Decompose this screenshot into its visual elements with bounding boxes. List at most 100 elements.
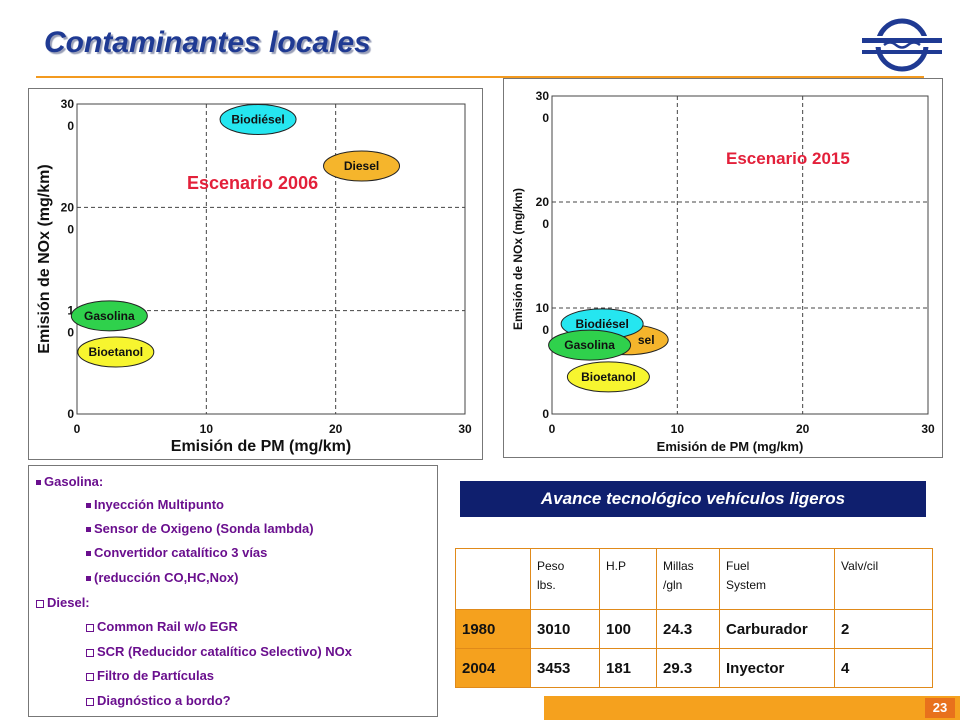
note-item: (reducción CO,HC,Nox) <box>86 570 238 585</box>
data-point-label: Diesel <box>344 159 379 173</box>
y-tick-label: 30 <box>61 97 75 111</box>
y-tick-label: 30 <box>536 89 550 103</box>
note-text: Filtro de Partículas <box>97 668 215 683</box>
section-banner: Avance tecnológico vehículos ligeros <box>460 481 926 517</box>
note-item: Gasolina: <box>36 474 103 489</box>
vehicle-spec-table: Peso lbs. H.P Millas/gln Fuel System Valv/… <box>455 548 933 688</box>
valves-cell: 4 <box>834 648 933 688</box>
page-title: Contaminantes locales <box>44 26 371 59</box>
y-tick-label: 20 <box>61 200 75 214</box>
data-point-gasolina <box>548 329 632 361</box>
company-logo-icon <box>862 18 942 72</box>
note-item: Sensor de Oxigeno (Sonda lambda) <box>86 521 314 536</box>
note-item: Diagnóstico a bordo? <box>86 693 231 708</box>
scatter-chart-2015: 0 10 20 30 0 10 0 20 0 30 0 Emisión de PM (mg/km) Em… <box>511 89 935 454</box>
square-bullet-icon <box>86 551 91 557</box>
note-item: Convertidor catalítico 3 vías <box>86 545 267 560</box>
y-axis-label: Emisión de NOx (mg/km) <box>511 188 525 330</box>
year-cell: 2004 <box>455 648 531 688</box>
y-tick-label: 0 <box>67 407 74 421</box>
checkbox-bullet-icon <box>86 672 94 681</box>
data-point-label: Bioetanol <box>88 345 143 359</box>
note-item: Filtro de Partículas <box>86 668 214 683</box>
mpg-cell: 24.3 <box>656 609 720 649</box>
x-tick-label: 0 <box>74 422 81 436</box>
note-text: (reducción CO,HC,Nox) <box>94 570 239 585</box>
checkbox-bullet-icon <box>86 648 94 657</box>
y-tick-label: 20 <box>536 195 550 209</box>
x-tick-label: 30 <box>458 422 472 436</box>
square-bullet-icon <box>86 576 91 582</box>
x-tick-label: 20 <box>796 422 810 436</box>
y-axis-label: Emisión de NOx (mg/km) <box>36 164 53 353</box>
checkbox-bullet-icon <box>36 599 44 608</box>
checkbox-bullet-icon <box>86 697 94 706</box>
x-tick-label: 20 <box>329 422 343 436</box>
note-text: Convertidor catalítico 3 vías <box>94 545 268 560</box>
scenario-title: Escenario 2006 <box>187 173 318 193</box>
weight-cell: 3453 <box>530 648 600 688</box>
plot-area <box>551 95 929 415</box>
y-tick-label: 0 <box>542 407 549 421</box>
x-tick-label: 10 <box>671 422 685 436</box>
chart-panel-2015: 0 10 20 30 0 10 0 20 0 30 0 Emisión de PM (mg/km) Em… <box>503 78 943 458</box>
data-point-label: Bioetanol <box>581 370 636 384</box>
weight-cell: 3010 <box>530 609 600 649</box>
y-tick-label: 0 <box>542 111 549 125</box>
x-tick-label: 10 <box>200 422 214 436</box>
header-cell-valves: Valv/cil <box>834 548 933 610</box>
technology-notes: Gasolina: Inyección Multipunto Sensor de O… <box>28 465 438 717</box>
checkbox-bullet-icon <box>86 623 94 632</box>
note-item: Diesel: <box>36 595 90 610</box>
header-cell-weight: Peso lbs. <box>530 548 600 610</box>
title-divider <box>36 76 924 78</box>
data-point-biodiésel <box>219 104 297 135</box>
square-bullet-icon <box>86 527 91 533</box>
note-item: SCR (Reducidor catalítico Selectivo) NOx <box>86 644 352 659</box>
plot-area <box>76 103 466 415</box>
note-text: Inyección Multipunto <box>94 497 224 512</box>
y-tick-label: 0 <box>67 222 74 236</box>
mpg-cell: 29.3 <box>656 648 720 688</box>
note-text: Diesel: <box>47 595 90 610</box>
fuel-system-cell: Inyector <box>719 648 835 688</box>
header-cell-mpg: Millas/gln <box>656 548 720 610</box>
data-point-diesel <box>323 150 401 182</box>
y-tick-label: 0 <box>67 119 74 133</box>
data-point-label: Biodiésel <box>575 317 628 331</box>
note-item: Common Rail w/o EGR <box>86 619 238 634</box>
square-bullet-icon <box>86 503 91 509</box>
note-item: Inyección Multipunto <box>86 497 224 512</box>
y-tick-label: 0 <box>67 326 74 340</box>
x-tick-label: 0 <box>549 422 556 436</box>
hp-cell: 100 <box>599 609 657 649</box>
note-text: Gasolina: <box>44 474 104 489</box>
x-axis-label: Emisión de PM (mg/km) <box>657 439 804 454</box>
data-point-label: Gasolina <box>564 338 615 352</box>
note-text: Common Rail w/o EGR <box>97 619 238 634</box>
data-point-gasolina <box>70 300 148 332</box>
data-point-label: Gasolina <box>84 309 135 323</box>
note-text: SCR (Reducidor catalítico Selectivo) NOx <box>97 644 353 659</box>
note-text: Sensor de Oxigeno (Sonda lambda) <box>94 521 314 536</box>
year-cell: 1980 <box>455 609 531 649</box>
header-cell-empty <box>455 548 531 610</box>
data-point-bioetanol <box>566 361 650 393</box>
table-row: 2004 3453 181 29.3 Inyector 4 <box>455 648 933 688</box>
note-text: Diagnóstico a bordo? <box>97 693 231 708</box>
hp-cell: 181 <box>599 648 657 688</box>
valves-cell: 2 <box>834 609 933 649</box>
table-header-row: Peso lbs. H.P Millas/gln Fuel System Valv/… <box>455 548 933 610</box>
scenario-title: Escenario 2015 <box>726 149 850 168</box>
table-row: 1980 3010 100 24.3 Carburador 2 <box>455 609 933 649</box>
footer-bar <box>544 696 960 720</box>
y-tick-label: 0 <box>542 217 549 231</box>
chart-panel-2006: 0 10 20 30 0 1 0 20 0 30 0 Emisión de PM (mg/km) Emi… <box>28 88 483 460</box>
square-bullet-icon <box>36 480 41 486</box>
x-tick-label: 30 <box>921 422 935 436</box>
fuel-system-cell: Carburador <box>719 609 835 649</box>
header-cell-fuel-system: Fuel System <box>719 548 835 610</box>
y-tick-label: 1 <box>67 304 74 318</box>
header-cell-hp: H.P <box>599 548 657 610</box>
